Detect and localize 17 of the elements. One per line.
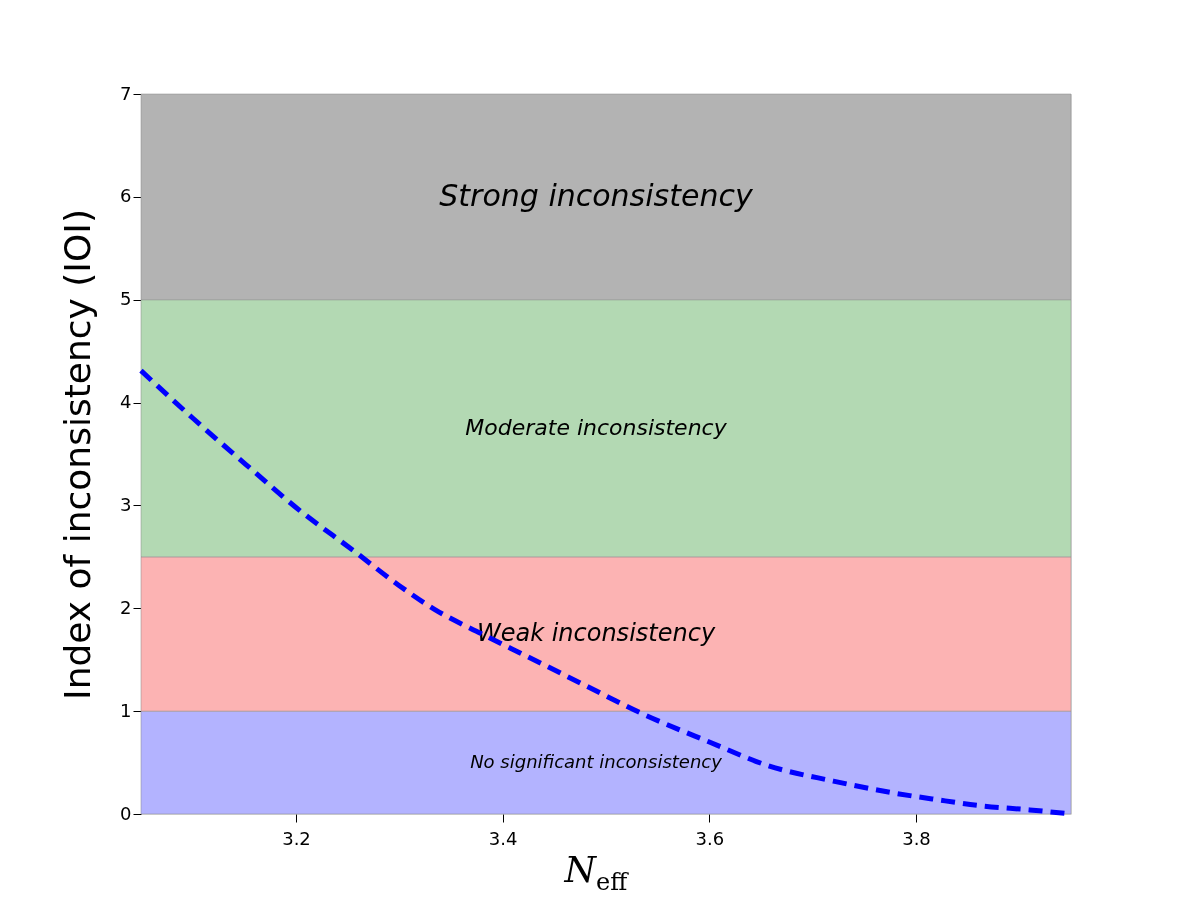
- y-axis-title: Index of inconsistency (IOI): [57, 209, 99, 700]
- band-label: Moderate inconsistency: [465, 415, 728, 441]
- y-tick-label: 2: [120, 596, 132, 618]
- y-tick-label: 5: [120, 288, 132, 310]
- x-tick-label: 3.4: [488, 827, 518, 849]
- x-tick-label: 3.8: [902, 827, 931, 849]
- band-label: No significant inconsistency: [470, 750, 723, 772]
- y-tick-label: 6: [120, 185, 132, 207]
- y-tick-label: 7: [120, 82, 132, 104]
- y-tick-label: 0: [120, 802, 132, 824]
- y-tick-label: 4: [120, 391, 132, 413]
- x-tick-label: 3.6: [695, 827, 725, 849]
- x-tick-label: 3.2: [282, 827, 311, 849]
- y-tick-label: 1: [120, 699, 132, 721]
- band-label: Strong inconsistency: [439, 177, 754, 213]
- band-label: Weak inconsistency: [476, 619, 716, 647]
- y-tick-label: 3: [120, 493, 132, 515]
